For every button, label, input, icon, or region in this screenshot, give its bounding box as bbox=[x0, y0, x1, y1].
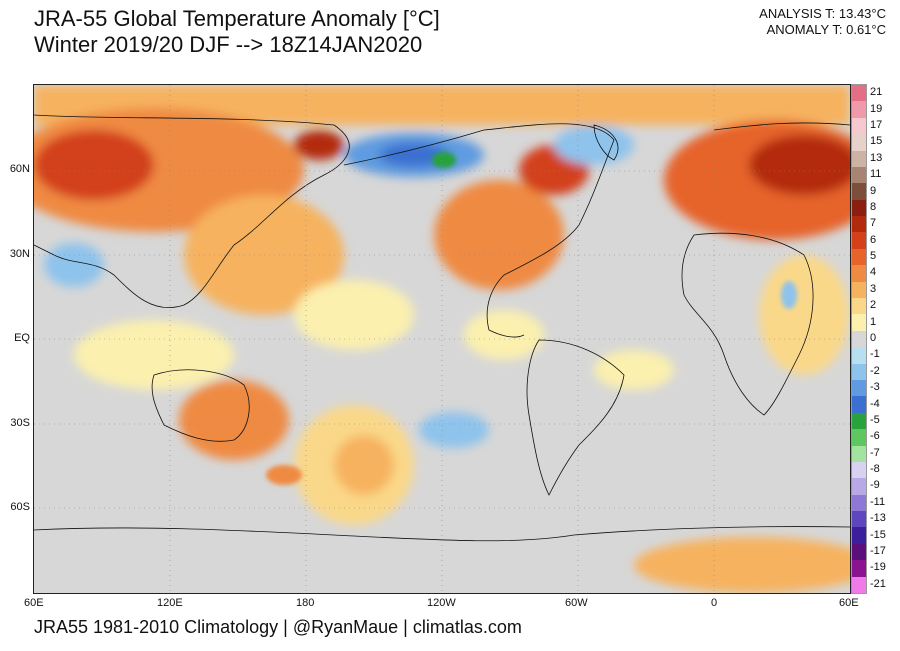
lon-label-60e-right: 60E bbox=[839, 597, 859, 609]
map-title: JRA-55 Global Temperature Anomaly [°C] W… bbox=[34, 6, 440, 58]
colorbar-label: -19 bbox=[870, 561, 886, 574]
colorbar-swatch bbox=[852, 183, 866, 201]
colorbar-label: -15 bbox=[870, 528, 886, 541]
colorbar bbox=[851, 84, 867, 594]
colorbar-swatch bbox=[852, 199, 866, 217]
colorbar-label: 9 bbox=[870, 184, 877, 197]
colorbar-swatch bbox=[852, 379, 866, 397]
global-readout: ANALYSIS T: 13.43°C ANOMALY T: 0.61°C bbox=[759, 6, 886, 38]
colorbar-swatch bbox=[852, 527, 866, 545]
colorbar-swatch bbox=[852, 232, 866, 250]
lat-label-eq: EQ bbox=[14, 332, 30, 344]
colorbar-swatch bbox=[852, 478, 866, 496]
colorbar-swatch bbox=[852, 166, 866, 184]
colorbar-swatch bbox=[852, 134, 866, 152]
colorbar-swatch bbox=[852, 494, 866, 512]
lon-label-120w: 120W bbox=[427, 597, 456, 609]
colorbar-label: -2 bbox=[870, 364, 880, 377]
colorbar-swatch bbox=[852, 461, 866, 479]
lon-label-180: 180 bbox=[296, 597, 315, 609]
lon-label-60e-left: 60E bbox=[24, 597, 44, 609]
colorbar-label: -6 bbox=[870, 430, 880, 443]
lon-label-0: 0 bbox=[711, 597, 718, 609]
colorbar-swatch bbox=[852, 347, 866, 365]
colorbar-label: -21 bbox=[870, 577, 886, 590]
lat-label-30n: 30N bbox=[9, 248, 30, 260]
colorbar-swatch bbox=[852, 445, 866, 463]
lon-label-60w: 60W bbox=[565, 597, 588, 609]
colorbar-label: -3 bbox=[870, 381, 880, 394]
colorbar-label: 5 bbox=[870, 250, 877, 263]
colorbar-label: 1 bbox=[870, 315, 877, 328]
colorbar-swatch bbox=[852, 216, 866, 233]
colorbar-label: 7 bbox=[870, 217, 877, 230]
colorbar-label: 17 bbox=[870, 118, 883, 131]
colorbar-swatch bbox=[852, 412, 866, 430]
colorbar-label: -9 bbox=[870, 479, 880, 492]
footer-credit: JRA55 1981-2010 Climatology | @RyanMaue … bbox=[34, 617, 522, 637]
title-line-1: JRA-55 Global Temperature Anomaly [°C] bbox=[34, 6, 440, 31]
colorbar-swatch bbox=[852, 117, 866, 135]
colorbar-label: -17 bbox=[870, 545, 886, 558]
colorbar-label: -1 bbox=[870, 348, 880, 361]
colorbar-label: -4 bbox=[870, 397, 880, 410]
colorbar-label: 0 bbox=[870, 332, 877, 344]
colorbar-label: 13 bbox=[870, 151, 883, 164]
colorbar-swatch bbox=[852, 396, 866, 414]
colorbar-swatch bbox=[852, 150, 866, 168]
lon-label-120e: 120E bbox=[157, 597, 183, 609]
colorbar-swatch bbox=[852, 330, 866, 348]
colorbar-swatch bbox=[852, 281, 866, 299]
analysis-temperature: ANALYSIS T: 13.43°C bbox=[759, 6, 886, 21]
colorbar-label: 8 bbox=[870, 200, 877, 213]
lat-label-60s: 60S bbox=[10, 501, 30, 513]
colorbar-swatch bbox=[852, 248, 866, 266]
colorbar-label: 21 bbox=[870, 86, 883, 99]
colorbar-label: -7 bbox=[870, 446, 880, 459]
colorbar-label: 15 bbox=[870, 135, 883, 148]
colorbar-swatch bbox=[852, 363, 866, 381]
colorbar-swatch bbox=[852, 314, 866, 332]
colorbar-label: 2 bbox=[870, 299, 877, 312]
colorbar-label: 19 bbox=[870, 102, 883, 115]
colorbar-swatch bbox=[852, 298, 866, 315]
colorbar-label: -13 bbox=[870, 512, 886, 525]
colorbar-swatch bbox=[852, 543, 866, 561]
anomaly-field bbox=[34, 85, 850, 593]
colorbar-swatch bbox=[852, 576, 866, 594]
colorbar-label: 11 bbox=[870, 168, 882, 181]
lat-label-30s: 30S bbox=[10, 417, 30, 429]
colorbar-label: 6 bbox=[870, 233, 877, 246]
title-line-2: Winter 2019/20 DJF --> 18Z14JAN2020 bbox=[34, 32, 423, 57]
colorbar-label: -11 bbox=[870, 495, 886, 508]
colorbar-swatch bbox=[852, 265, 866, 283]
anomaly-map bbox=[33, 84, 851, 594]
colorbar-swatch bbox=[852, 85, 866, 102]
colorbar-swatch bbox=[852, 101, 866, 119]
colorbar-label: -5 bbox=[870, 413, 880, 426]
colorbar-label: -8 bbox=[870, 463, 880, 476]
colorbar-swatch bbox=[852, 429, 866, 446]
anomaly-temperature: ANOMALY T: 0.61°C bbox=[766, 22, 886, 37]
lat-label-60n: 60N bbox=[9, 163, 30, 175]
colorbar-label: 4 bbox=[870, 266, 877, 279]
colorbar-swatch bbox=[852, 560, 866, 578]
colorbar-label: 3 bbox=[870, 282, 877, 295]
colorbar-swatch bbox=[852, 511, 866, 528]
